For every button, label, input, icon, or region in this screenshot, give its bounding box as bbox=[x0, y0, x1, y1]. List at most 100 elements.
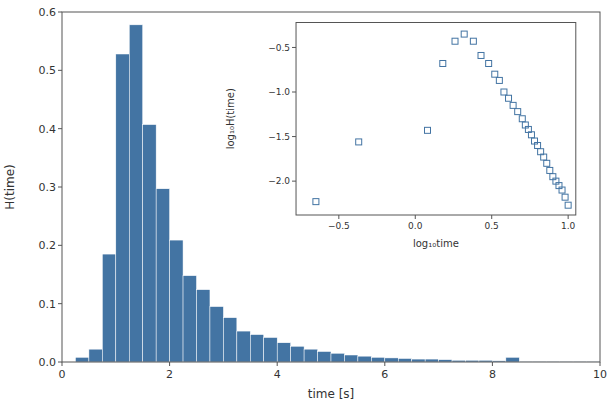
histogram-bar bbox=[116, 54, 129, 362]
scatter-point bbox=[565, 202, 571, 208]
histogram-bar bbox=[331, 353, 344, 362]
scatter-point bbox=[452, 38, 458, 44]
x-axis-label: time [s] bbox=[308, 387, 355, 401]
y-tick bbox=[292, 92, 296, 93]
scatter-point bbox=[425, 127, 431, 133]
x-tick-label: 6 bbox=[381, 368, 388, 381]
x-tick-label: 2 bbox=[166, 368, 173, 381]
scatter-point bbox=[496, 77, 502, 83]
scatter-point bbox=[535, 142, 541, 148]
scatter-point bbox=[515, 109, 521, 115]
y-axis-label: H(time) bbox=[3, 164, 17, 210]
scatter-point bbox=[313, 199, 319, 205]
x-tick bbox=[415, 215, 416, 219]
histogram-bar bbox=[304, 349, 317, 362]
x-tick-label: 1.0 bbox=[561, 221, 576, 231]
x-axis-label: log₁₀time bbox=[413, 238, 459, 249]
y-tick bbox=[292, 136, 296, 137]
histogram-bar bbox=[506, 357, 519, 362]
scatter-point bbox=[486, 60, 492, 66]
x-tick bbox=[600, 362, 601, 366]
y-tick bbox=[58, 362, 62, 363]
scatter-point bbox=[478, 52, 484, 58]
x-tick bbox=[384, 362, 385, 366]
histogram-panel: 0 2 4 6 8 10 0.0 0.1 0.2 0.3 0.4 0.5 0.6 time [s] H(ti… bbox=[3, 6, 607, 401]
x-tick bbox=[492, 362, 493, 366]
chart: 0 2 4 6 8 10 0.0 0.1 0.2 0.3 0.4 0.5 0.6 time [s] H(ti… bbox=[0, 0, 612, 408]
histogram-bar bbox=[371, 357, 384, 362]
y-tick-label: 0.1 bbox=[39, 298, 57, 311]
histogram-bar bbox=[291, 346, 304, 362]
histogram-bar bbox=[156, 189, 169, 362]
histogram-bar bbox=[398, 359, 411, 363]
inset-background bbox=[296, 23, 576, 216]
y-tick bbox=[58, 245, 62, 246]
histogram-bar bbox=[237, 331, 250, 362]
y-tick bbox=[58, 128, 62, 129]
scatter-point bbox=[541, 154, 547, 160]
x-tick bbox=[169, 362, 170, 366]
x-tick-label: 4 bbox=[274, 368, 281, 381]
y-tick-label: 0.5 bbox=[39, 64, 57, 77]
histogram-bar bbox=[250, 335, 263, 362]
histogram-bar bbox=[385, 358, 398, 362]
histogram-bar bbox=[75, 357, 88, 362]
scatter-point bbox=[510, 102, 516, 108]
scatter-point bbox=[528, 132, 534, 138]
scatter-point bbox=[492, 71, 498, 77]
scatter-point bbox=[519, 116, 525, 122]
y-tick-label: −1.5 bbox=[268, 132, 290, 142]
plot-frame bbox=[62, 12, 600, 362]
y-tick bbox=[58, 12, 62, 13]
plot-frame bbox=[296, 23, 576, 216]
x-tick bbox=[491, 215, 492, 219]
histogram-bar bbox=[129, 25, 142, 362]
scatter-point bbox=[461, 31, 467, 37]
x-tick-label: 0.0 bbox=[408, 221, 423, 231]
x-tick-label: 8 bbox=[489, 368, 496, 381]
y-tick bbox=[58, 70, 62, 71]
y-tick-label: 0.2 bbox=[39, 239, 57, 252]
inset-panel: −0.5 0.0 0.5 1.0 −0.5 −1.0 −1.5 −2.0 log₁₀time lo… bbox=[225, 23, 575, 250]
y-tick-label: 0.0 bbox=[39, 356, 57, 369]
histogram-bar bbox=[264, 338, 277, 363]
histogram-bar bbox=[358, 356, 371, 362]
histogram-bar bbox=[170, 240, 183, 362]
y-axis-label: log₁₀H(time) bbox=[225, 88, 236, 149]
y-tick-label: −2.0 bbox=[268, 176, 290, 186]
inset-points bbox=[313, 31, 571, 208]
x-tick-label: 0.5 bbox=[485, 221, 499, 231]
scatter-point bbox=[547, 167, 553, 173]
scatter-point bbox=[544, 160, 550, 166]
histogram-bar bbox=[197, 290, 210, 362]
histogram-bar bbox=[277, 343, 290, 362]
y-tick bbox=[58, 187, 62, 188]
histogram-bar bbox=[318, 352, 331, 363]
scatter-point bbox=[440, 60, 446, 66]
y-tick-label: 0.6 bbox=[39, 6, 57, 19]
y-tick-label: 0.3 bbox=[39, 181, 57, 194]
x-tick bbox=[277, 362, 278, 366]
x-tick-label: −0.5 bbox=[328, 221, 350, 231]
scatter-point bbox=[356, 139, 362, 145]
scatter-point bbox=[506, 95, 512, 101]
scatter-point bbox=[559, 187, 565, 193]
y-tick-label: 0.4 bbox=[39, 123, 57, 136]
histogram-bar bbox=[210, 307, 223, 362]
histogram-bar bbox=[143, 125, 156, 362]
y-tick-label: −0.5 bbox=[268, 43, 290, 53]
scatter-point bbox=[501, 89, 507, 95]
x-tick bbox=[568, 215, 569, 219]
histogram-bar bbox=[344, 355, 357, 362]
y-tick bbox=[292, 47, 296, 48]
y-tick bbox=[58, 303, 62, 304]
x-tick bbox=[62, 362, 63, 366]
y-tick bbox=[292, 181, 296, 182]
y-tick-label: −1.0 bbox=[268, 87, 290, 97]
histogram-bar bbox=[223, 318, 236, 362]
x-tick-label: 10 bbox=[593, 368, 607, 381]
x-tick bbox=[338, 215, 339, 219]
x-tick-label: 0 bbox=[59, 368, 66, 381]
scatter-point bbox=[562, 194, 568, 200]
scatter-point bbox=[470, 38, 476, 44]
